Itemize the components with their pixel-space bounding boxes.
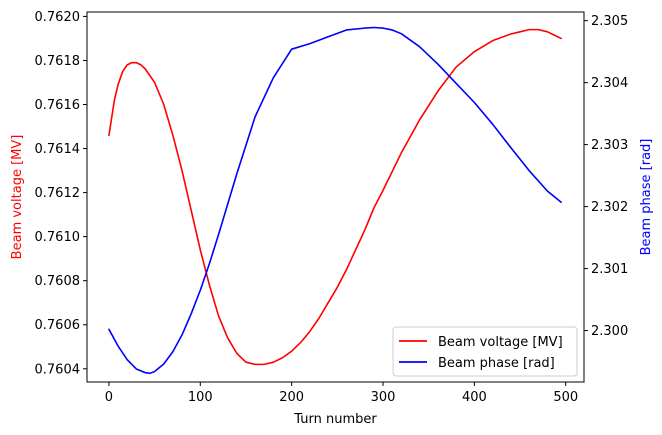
series-layer <box>108 26 562 375</box>
y-right-tick-label: 2.304 <box>591 76 628 91</box>
x-tick-label: 500 <box>553 390 578 405</box>
legend: Beam voltage [MV] Beam phase [rad] <box>392 326 578 377</box>
y-right-tick-label: 2.302 <box>591 200 628 215</box>
series-line-beam-voltage <box>108 28 562 366</box>
y-left-tick-label: 0.7614 <box>35 142 81 157</box>
y-right-tick-label: 2.300 <box>591 324 628 339</box>
y-right-axis-label: Beam phase [rad] <box>639 139 654 256</box>
y-left-axis-ticks: 0.7604 0.7606 0.7608 0.7610 0.7612 0.7614 0.76… <box>35 10 87 377</box>
y-left-axis-label: Beam voltage [MV] <box>10 135 25 260</box>
legend-label-beam-voltage: Beam voltage [MV] <box>438 335 563 350</box>
legend-frame <box>392 326 578 377</box>
axes-frame <box>86 11 585 383</box>
y-right-tick-label: 2.301 <box>591 262 628 277</box>
x-tick-label: 100 <box>188 390 213 405</box>
y-left-tick-label: 0.7618 <box>35 54 81 69</box>
y-left-tick-label: 0.7612 <box>35 186 81 201</box>
y-left-tick-label: 0.7620 <box>35 10 81 25</box>
y-left-tick-label: 0.7616 <box>35 98 81 113</box>
y-right-tick-label: 2.303 <box>591 138 628 153</box>
x-tick-label: 200 <box>279 390 304 405</box>
y-left-tick-label: 0.7610 <box>35 230 81 245</box>
y-right-tick-label: 2.305 <box>591 14 628 29</box>
y-left-tick-label: 0.7604 <box>35 362 81 377</box>
y-left-tick-label: 0.7608 <box>35 274 81 289</box>
y-left-tick-label: 0.7606 <box>35 318 81 333</box>
y-right-axis-ticks: 2.300 2.301 2.302 2.303 2.304 2.305 <box>584 14 628 339</box>
x-tick-label: 400 <box>462 390 487 405</box>
legend-label-beam-phase: Beam phase [rad] <box>438 356 555 371</box>
x-axis-ticks: 0 100 200 300 400 500 <box>105 382 578 405</box>
series-line-beam-phase <box>108 26 562 375</box>
x-tick-label: 0 <box>105 390 113 405</box>
x-tick-label: 300 <box>371 390 396 405</box>
plot-area <box>86 11 585 383</box>
x-axis-label: Turn number <box>293 412 377 427</box>
